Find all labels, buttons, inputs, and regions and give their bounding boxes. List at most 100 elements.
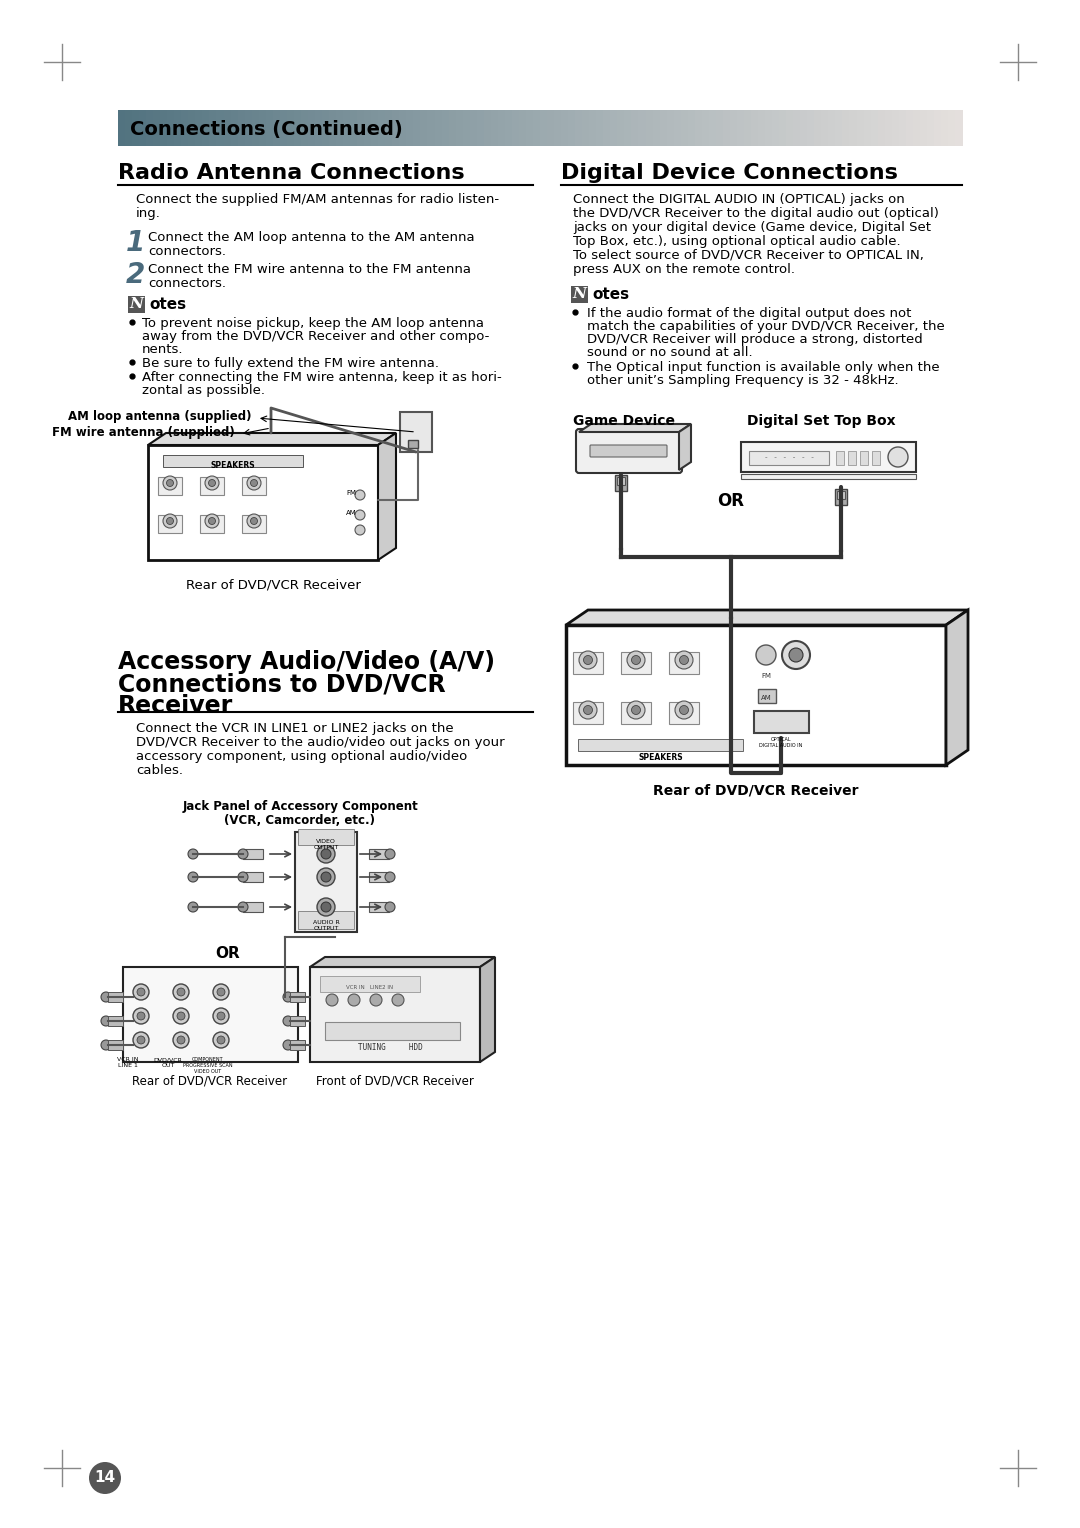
Text: Front of DVD/VCR Receiver: Front of DVD/VCR Receiver	[316, 1076, 474, 1088]
Bar	[568, 110, 576, 147]
Bar	[369, 902, 389, 912]
Circle shape	[348, 995, 360, 1005]
Bar	[158, 477, 183, 495]
Text: otes: otes	[592, 287, 630, 303]
Circle shape	[321, 902, 330, 912]
Bar	[484, 110, 491, 147]
Bar	[434, 110, 443, 147]
Text: Be sure to fully extend the FM wire antenna.: Be sure to fully extend the FM wire ante…	[141, 358, 438, 370]
Bar	[118, 110, 126, 147]
Bar	[821, 110, 829, 147]
Text: Connect the VCR IN LINE1 or LINE2 jacks on the: Connect the VCR IN LINE1 or LINE2 jacks …	[136, 723, 454, 735]
Circle shape	[208, 518, 216, 524]
Text: nents.: nents.	[141, 342, 184, 356]
Bar	[308, 110, 316, 147]
Bar	[674, 110, 681, 147]
Bar	[280, 110, 287, 147]
Text: Connections (Continued): Connections (Continued)	[130, 119, 403, 139]
Text: DVD/VCR Receiver to the audio/video out jacks on your: DVD/VCR Receiver to the audio/video out …	[136, 736, 504, 749]
Bar	[582, 110, 591, 147]
Bar	[573, 701, 603, 724]
Bar	[723, 110, 731, 147]
Bar	[532, 110, 541, 147]
Circle shape	[326, 995, 338, 1005]
Text: Accessory Audio/Video (A/V): Accessory Audio/Video (A/V)	[118, 649, 495, 674]
Bar	[765, 110, 773, 147]
Circle shape	[173, 1031, 189, 1048]
Bar	[490, 110, 499, 147]
Bar	[369, 872, 389, 882]
Text: N: N	[130, 298, 144, 312]
Circle shape	[163, 513, 177, 529]
Circle shape	[318, 845, 335, 863]
Bar	[298, 911, 354, 929]
Circle shape	[205, 477, 219, 490]
Bar	[526, 110, 534, 147]
Bar	[329, 110, 337, 147]
Bar	[174, 110, 183, 147]
Bar	[259, 110, 267, 147]
Circle shape	[627, 701, 645, 720]
Bar	[652, 110, 661, 147]
Bar	[386, 110, 393, 147]
Bar	[504, 110, 513, 147]
Text: Connect the DIGITAL AUDIO IN (OPTICAL) jacks on: Connect the DIGITAL AUDIO IN (OPTICAL) j…	[573, 193, 905, 206]
Bar	[842, 110, 850, 147]
Text: zontal as possible.: zontal as possible.	[141, 384, 265, 397]
Bar	[955, 110, 963, 147]
Bar	[139, 110, 147, 147]
Circle shape	[137, 1012, 145, 1021]
Text: Game Device: Game Device	[573, 414, 675, 428]
Circle shape	[213, 1008, 229, 1024]
Bar	[273, 110, 281, 147]
Circle shape	[251, 480, 257, 486]
Circle shape	[238, 902, 248, 912]
Bar	[578, 740, 743, 750]
Bar	[632, 110, 639, 147]
Text: OR: OR	[216, 946, 241, 961]
Circle shape	[355, 510, 365, 520]
Bar	[153, 110, 161, 147]
Bar	[621, 652, 651, 674]
Bar	[357, 110, 365, 147]
Bar	[694, 110, 703, 147]
Text: cables.: cables.	[136, 764, 183, 778]
Text: SPEAKERS: SPEAKERS	[211, 461, 255, 471]
Bar	[160, 110, 168, 147]
Bar	[243, 872, 264, 882]
Bar	[758, 110, 766, 147]
Bar	[741, 442, 916, 472]
Bar	[716, 110, 724, 147]
Text: After connecting the FM wire antenna, keep it as hori-: After connecting the FM wire antenna, ke…	[141, 371, 502, 384]
Bar	[392, 110, 401, 147]
Circle shape	[213, 984, 229, 999]
Text: OR: OR	[717, 492, 744, 510]
Circle shape	[321, 872, 330, 882]
Polygon shape	[148, 432, 396, 445]
Bar	[210, 110, 217, 147]
Bar	[885, 110, 893, 147]
Bar	[200, 477, 224, 495]
Text: 1: 1	[126, 229, 145, 257]
Circle shape	[137, 1036, 145, 1044]
Polygon shape	[566, 610, 968, 625]
Circle shape	[247, 477, 261, 490]
Bar	[291, 1016, 305, 1025]
Bar	[195, 110, 203, 147]
Bar	[615, 475, 627, 490]
Bar	[369, 850, 389, 859]
Bar	[364, 110, 373, 147]
Bar	[680, 110, 689, 147]
Circle shape	[632, 656, 640, 665]
Polygon shape	[679, 423, 691, 471]
Bar	[872, 451, 880, 465]
Text: Rear of DVD/VCR Receiver: Rear of DVD/VCR Receiver	[653, 782, 859, 798]
Bar	[181, 110, 189, 147]
Text: match the capabilities of your DVD/VCR Receiver, the: match the capabilities of your DVD/VCR R…	[588, 319, 945, 333]
Bar	[400, 110, 407, 147]
Bar	[899, 110, 907, 147]
Bar	[287, 110, 295, 147]
Circle shape	[163, 477, 177, 490]
Text: Connect the FM wire antenna to the FM antenna: Connect the FM wire antenna to the FM an…	[148, 263, 471, 277]
Bar	[860, 451, 868, 465]
